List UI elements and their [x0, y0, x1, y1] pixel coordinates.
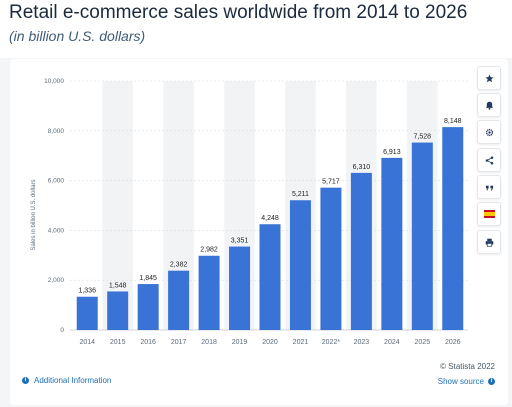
- y-tick-label: 8,000: [48, 128, 65, 135]
- notification-button[interactable]: [477, 93, 501, 117]
- x-tick-label: 2024: [384, 339, 400, 346]
- bar: [137, 284, 159, 330]
- data-label: 6,913: [383, 149, 401, 156]
- share-icon: [485, 156, 493, 164]
- bar: [259, 224, 281, 330]
- x-tick-label: 2015: [110, 339, 126, 346]
- info-icon: i: [488, 378, 495, 385]
- x-tick-label: 2017: [171, 339, 187, 346]
- data-label: 1,548: [109, 282, 127, 289]
- show-source-link[interactable]: Show source i: [438, 377, 495, 386]
- data-label: 2,982: [200, 247, 218, 254]
- bar: [411, 142, 433, 330]
- show-source-label: Show source: [437, 377, 484, 386]
- star-button[interactable]: [477, 66, 501, 90]
- data-label: 7,528: [414, 134, 432, 141]
- additional-information-link[interactable]: i Additional Information: [22, 376, 111, 385]
- star-icon: [484, 73, 494, 82]
- data-label: 5,717: [322, 179, 340, 186]
- data-label: 3,351: [231, 238, 249, 245]
- print-icon: [485, 238, 493, 247]
- x-tick-label: 2020: [262, 339, 278, 346]
- y-axis-label: Sales in billion U.S. dollars: [31, 179, 37, 250]
- share-button[interactable]: [477, 148, 501, 172]
- y-tick-label: 2,000: [48, 277, 65, 284]
- bar: [168, 270, 190, 330]
- bar: [229, 246, 251, 330]
- bars: [76, 127, 464, 330]
- y-tick-label: 6,000: [48, 178, 65, 185]
- bar: [107, 291, 129, 330]
- data-label: 2,382: [170, 262, 188, 269]
- x-tick-label: 2014: [79, 339, 95, 346]
- value-labels: 1,336 1,548 1,845 2,382 2,982 3,351 4,248 5,211…: [78, 118, 461, 295]
- bar: [381, 157, 403, 330]
- x-tick-label: 2016: [140, 339, 156, 346]
- copyright-text: © Statista 2022: [440, 362, 495, 371]
- x-tick-label: 2019: [232, 339, 248, 346]
- bar: [442, 127, 464, 330]
- settings-button[interactable]: [477, 120, 501, 144]
- data-label: 4,248: [261, 215, 279, 222]
- bell-icon: [485, 101, 493, 110]
- y-tick-label: 10,000: [44, 78, 64, 85]
- y-tick-label: 4,000: [48, 227, 65, 234]
- column-band: [102, 81, 133, 330]
- data-label: 1,845: [139, 275, 157, 282]
- x-tick-label: 2025: [415, 339, 431, 346]
- y-tick-labels: 0 2,000 4,000 6,000 8,000 10,000: [44, 78, 64, 334]
- info-icon: i: [22, 377, 29, 384]
- bar: [76, 296, 98, 330]
- x-tick-labels: 2014 2015 2016 2017 2018 2019 2020 2021 2022* 202…: [79, 339, 460, 346]
- x-tick-label: 2022*: [322, 339, 341, 346]
- x-tick-label: 2023: [354, 339, 370, 346]
- bar: [350, 172, 372, 330]
- data-label: 6,310: [353, 164, 371, 171]
- data-label: 8,148: [444, 118, 462, 125]
- additional-information-label: Additional Information: [34, 376, 112, 385]
- data-label: 5,211: [292, 191, 309, 198]
- x-tick-label: 2026: [445, 339, 461, 346]
- bar: [289, 200, 311, 330]
- chart-title: Retail e-commerce sales worldwide from 2…: [9, 2, 468, 23]
- chart-subtitle: (in billion U.S. dollars): [9, 28, 146, 44]
- gear-icon: [485, 128, 493, 136]
- language-button[interactable]: [477, 202, 501, 226]
- bar: [320, 187, 342, 330]
- bar: [198, 255, 220, 330]
- flag-icon: [483, 210, 495, 218]
- cite-button[interactable]: [477, 175, 501, 199]
- x-tick-label: 2021: [293, 339, 309, 346]
- quote-icon: [485, 185, 493, 191]
- print-button[interactable]: [477, 230, 501, 254]
- data-label: 1,336: [78, 288, 96, 295]
- y-tick-label: 0: [60, 327, 64, 334]
- x-tick-label: 2018: [201, 339, 217, 346]
